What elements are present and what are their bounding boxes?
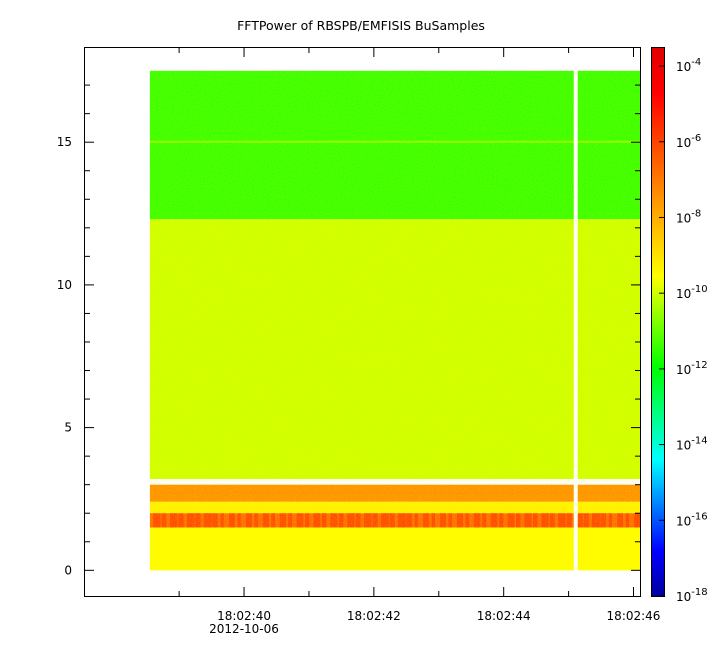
colorbar-tick-base: 10 [676, 287, 691, 301]
colorbar [651, 47, 665, 597]
colorbar-tick-label: 10-4 [676, 57, 701, 74]
colorbar-tick-label: 10-14 [676, 436, 708, 453]
spectrogram-noise-texture [149, 70, 640, 571]
colorbar-tick-base: 10 [676, 211, 691, 225]
colorbar-tick-base: 10 [676, 363, 691, 377]
colorbar-tick-base: 10 [676, 136, 691, 150]
colorbar-tick-label: 10-10 [676, 284, 708, 301]
colorbar-tick-exponent: -6 [691, 133, 701, 144]
colorbar-tick-exponent: -18 [691, 587, 707, 598]
colorbar-tick-base: 10 [676, 60, 691, 74]
colorbar-tick-exponent: -12 [691, 360, 707, 371]
x-tick-label: 18:02:44 [477, 609, 531, 623]
x-tick-label: 18:02:40 [217, 609, 271, 623]
colorbar-tick-exponent: -14 [691, 436, 707, 447]
colorbar-tick-base: 10 [676, 590, 691, 604]
colorbar-tick-base: 10 [676, 514, 691, 528]
colorbar-tick-exponent: -8 [691, 208, 701, 219]
y-axis: 0 5 10 15 [57, 84, 640, 577]
colorbar-tick-exponent: -10 [691, 284, 707, 295]
x-tick-sublabel: 2012-10-06 [209, 622, 279, 636]
x-tick-label: 18:02:42 [347, 609, 401, 623]
colorbar-tick-label: 10-12 [676, 360, 708, 377]
colorbar-tick-label: 10-6 [676, 133, 701, 150]
colorbar-tick-base: 10 [676, 439, 691, 453]
chart-title: FFTPower of RBSPB/EMFISIS BuSamples [237, 18, 485, 33]
colorbar-tick-label: 10-16 [676, 511, 708, 528]
colorbar-tick-exponent: -16 [691, 511, 707, 522]
y-tick-label: 5 [64, 421, 72, 435]
y-tick-label: 0 [64, 563, 72, 577]
y-tick-label: 15 [57, 135, 72, 149]
x-tick-label: 18:02:46 [607, 609, 661, 623]
colorbar-tick-label: 10-8 [676, 208, 701, 225]
y-tick-label: 10 [57, 278, 72, 292]
colorbar-tick-label: 10-18 [676, 587, 708, 604]
colorbar-tick-exponent: -4 [691, 57, 701, 68]
